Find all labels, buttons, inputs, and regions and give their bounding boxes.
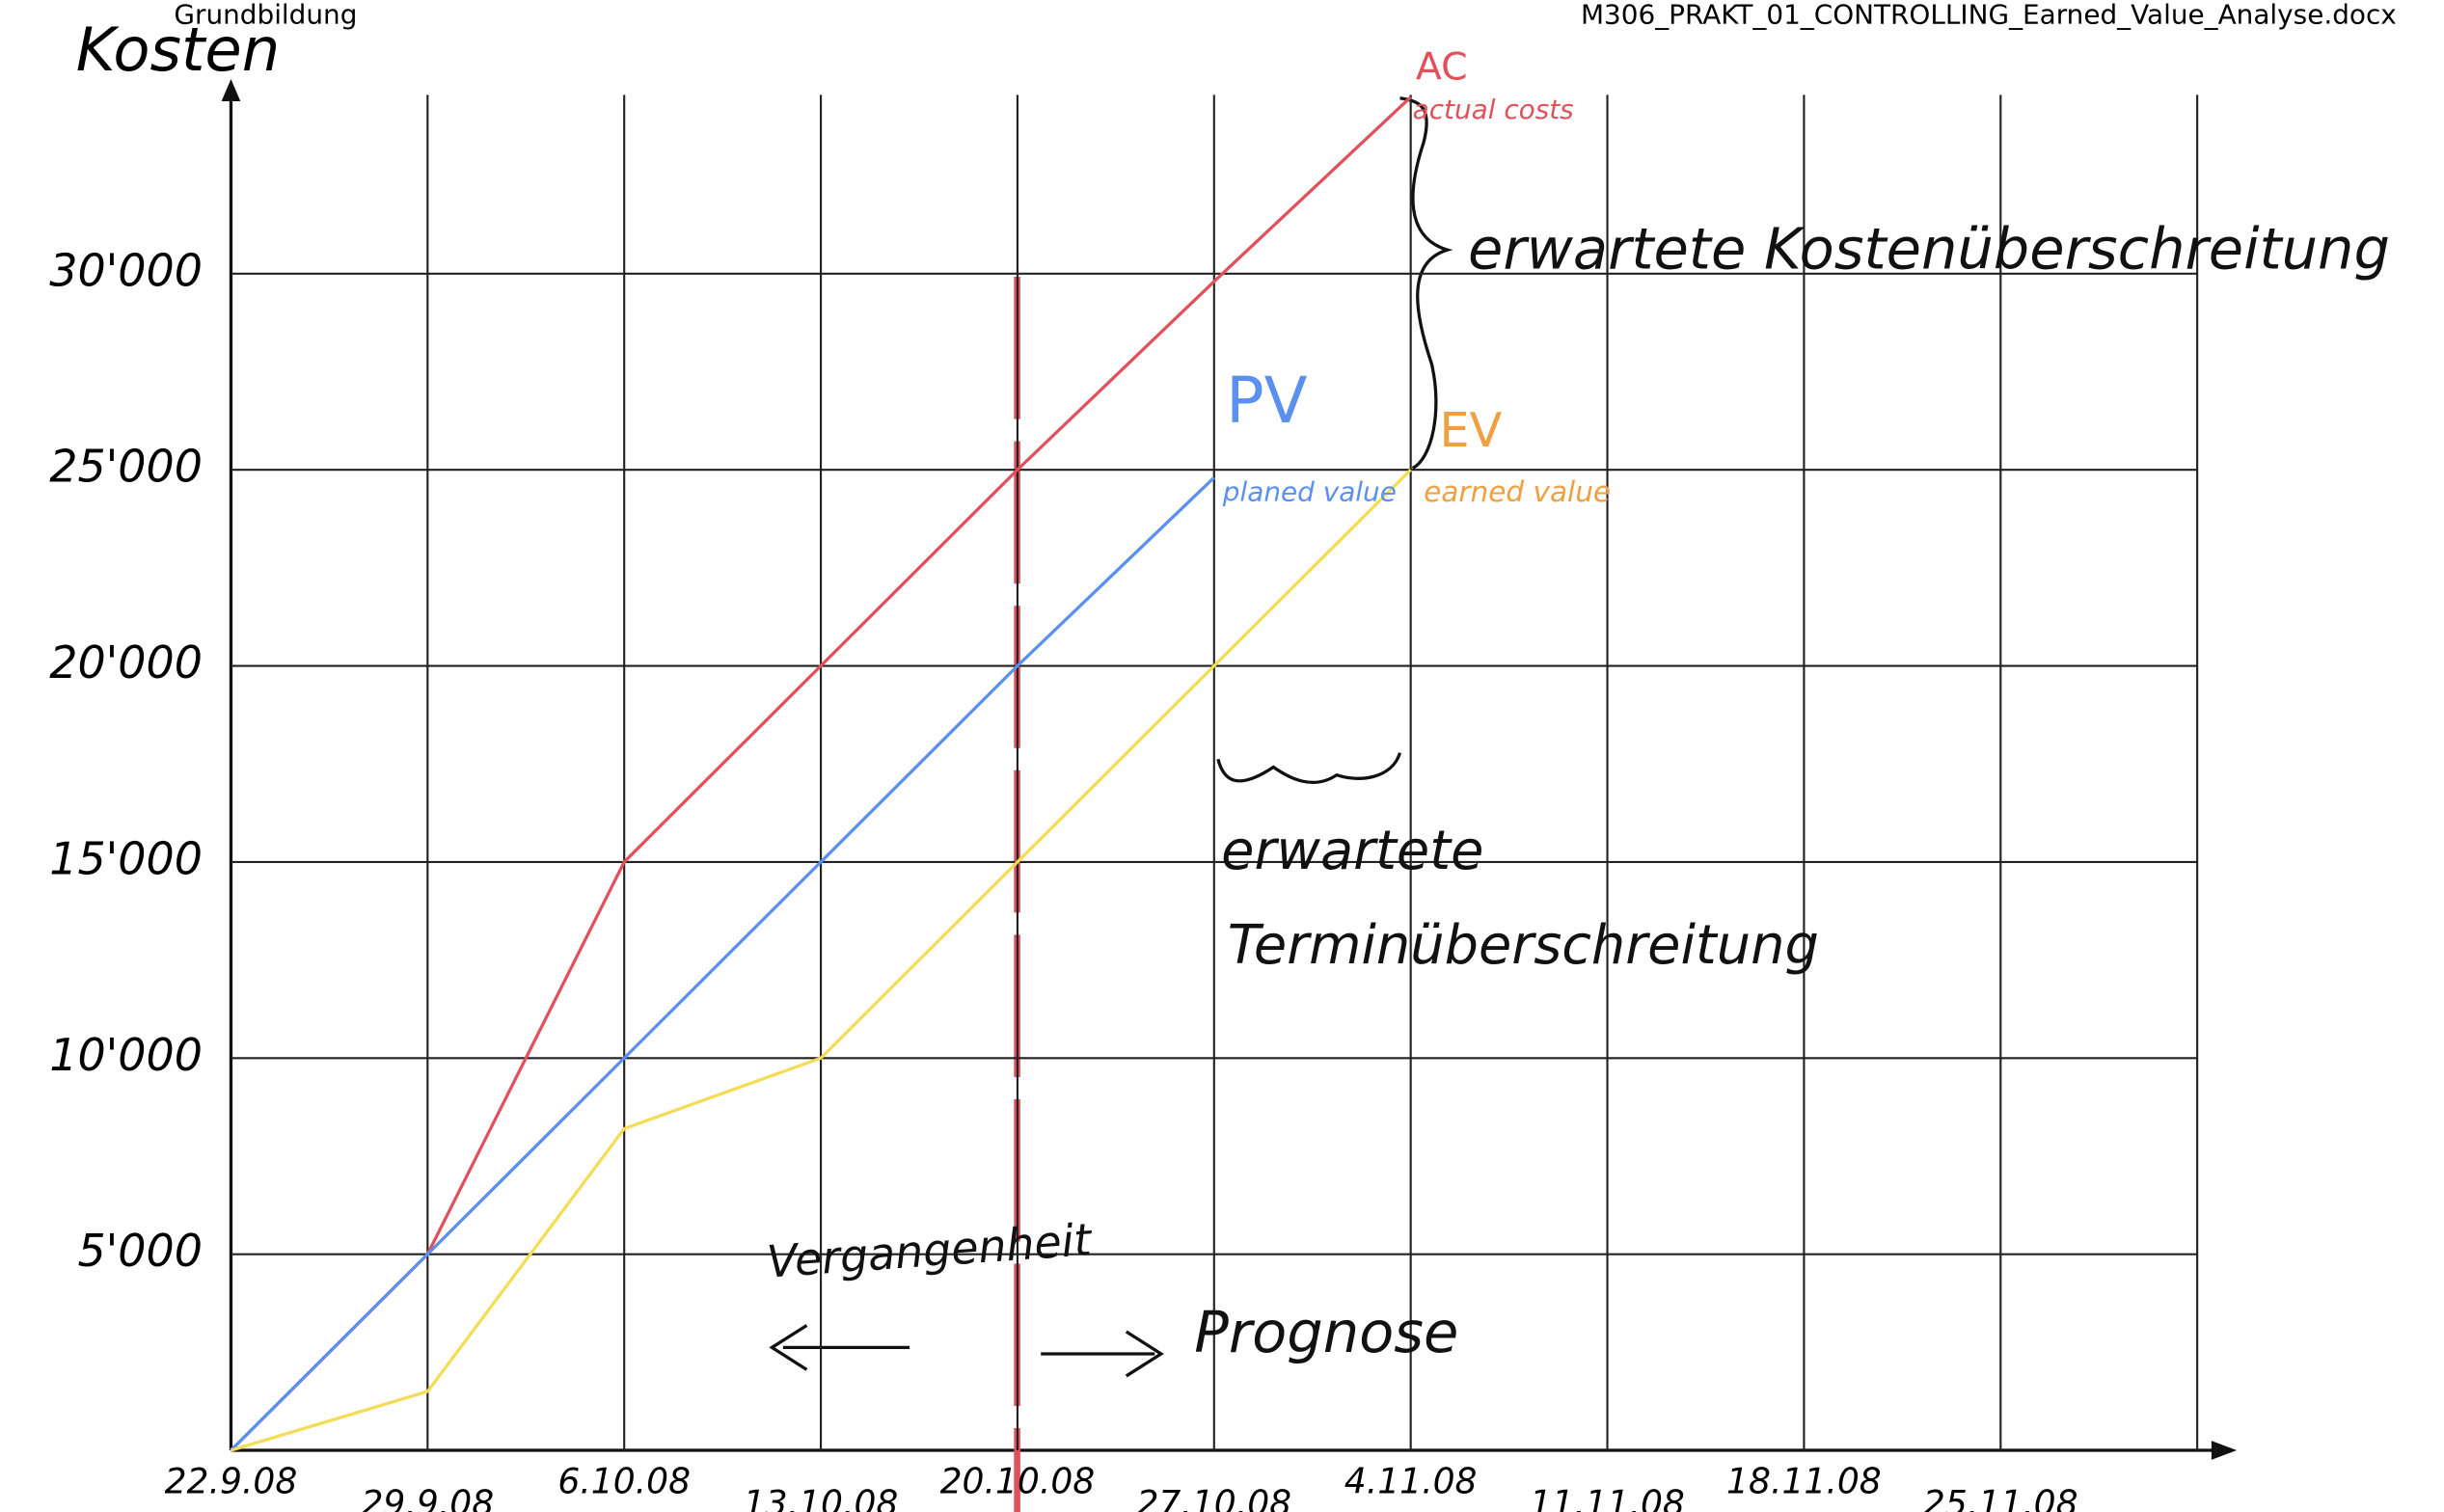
y-tick-label: 30'000: [49, 244, 203, 296]
series-label: PV: [1226, 364, 1308, 438]
brace: [1216, 752, 1402, 785]
series-line: [230, 468, 1412, 1452]
header-left: Grundbildung: [174, 0, 357, 30]
y-tick-label: 5'000: [77, 1225, 202, 1277]
annotation: actual costs: [1413, 94, 1574, 125]
annotation: Vergangenheit: [765, 1213, 1095, 1287]
y-tick-label: 20'000: [49, 636, 203, 688]
x-tick-label: 6.10.08: [557, 1461, 691, 1501]
x-tick-label: 22.9.08: [165, 1461, 298, 1501]
series-line: [230, 476, 1215, 1452]
y-tick-label: 25'000: [49, 441, 203, 493]
x-tick-label: 18.11.08: [1726, 1461, 1882, 1501]
header-right: M306_PRAKT_01_CONTROLLING_Earned_Value_A…: [1581, 0, 2397, 30]
series-label: EV: [1440, 402, 1503, 458]
brace: [1399, 96, 1453, 470]
series-label: AC: [1416, 45, 1468, 90]
x-tick-label: 29.9.08: [361, 1483, 494, 1512]
y-tick-label: 10'000: [49, 1029, 203, 1081]
y-tick-label: 15'000: [49, 832, 203, 884]
x-tick-label: 25.11.08: [1923, 1483, 2078, 1512]
arrow-right: [1041, 1330, 1164, 1378]
x-tick-label: 13.10.08: [744, 1483, 899, 1512]
arrow-left: [769, 1324, 910, 1371]
annotation: earned value: [1424, 475, 1611, 508]
annotation: planed value: [1222, 476, 1397, 508]
annotation: erwartete Kostenüberschreitung: [1468, 216, 2390, 283]
x-tick-label: 27.10.08: [1136, 1483, 1291, 1512]
y-axis-label: Kosten: [76, 14, 281, 85]
x-axis-arrow: [2211, 1441, 2238, 1460]
y-axis-arrow: [221, 79, 241, 101]
x-tick-label: 11.11.08: [1530, 1483, 1685, 1512]
annotation: erwartete: [1221, 820, 1483, 882]
x-tick-label: 4.11.08: [1344, 1461, 1478, 1501]
annotation: Terminüberschreitung: [1228, 914, 1819, 977]
annotation: Prognose: [1194, 1299, 1458, 1365]
x-tick-label: 20.10.08: [940, 1461, 1096, 1501]
